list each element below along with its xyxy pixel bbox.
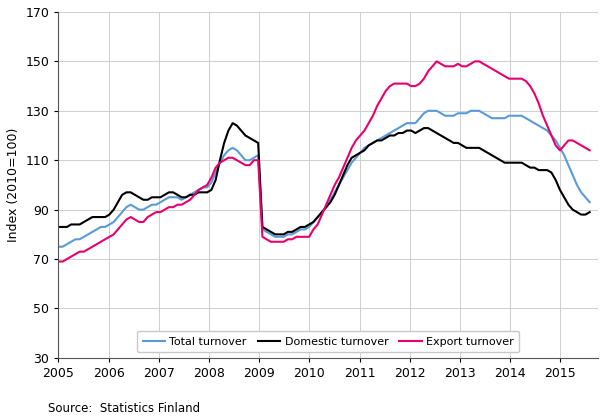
Total turnover <box>89 229 96 234</box>
Domestic turnover <box>378 138 385 143</box>
Domestic turnover <box>89 215 96 220</box>
Domestic turnover <box>55 225 62 230</box>
Export turnover <box>433 59 440 64</box>
Line: Domestic turnover: Domestic turnover <box>59 123 590 234</box>
Total turnover <box>369 141 376 146</box>
Export turnover <box>382 89 389 94</box>
Domestic turnover <box>272 232 279 237</box>
Export turnover <box>306 234 313 239</box>
Legend: Total turnover, Domestic turnover, Export turnover: Total turnover, Domestic turnover, Expor… <box>137 331 519 352</box>
Domestic turnover <box>391 133 398 138</box>
Export turnover <box>191 192 198 197</box>
Domestic turnover <box>586 210 594 215</box>
Line: Export turnover: Export turnover <box>59 62 590 262</box>
Export turnover <box>369 113 376 118</box>
Total turnover <box>425 108 432 113</box>
Domestic turnover <box>314 215 321 220</box>
Export turnover <box>586 148 594 153</box>
Total turnover <box>55 244 62 249</box>
Line: Total turnover: Total turnover <box>59 111 590 247</box>
Export turnover <box>408 84 415 89</box>
Total turnover <box>191 190 198 195</box>
Total turnover <box>306 225 313 230</box>
Domestic turnover <box>191 192 198 197</box>
Domestic turnover <box>416 128 423 133</box>
Total turnover <box>408 121 415 126</box>
Domestic turnover <box>229 121 237 126</box>
Total turnover <box>382 133 389 138</box>
Export turnover <box>89 244 96 249</box>
Y-axis label: Index (2010=100): Index (2010=100) <box>7 128 20 242</box>
Export turnover <box>55 259 62 264</box>
Total turnover <box>586 200 594 205</box>
Text: Source:  Statistics Finland: Source: Statistics Finland <box>48 402 200 415</box>
